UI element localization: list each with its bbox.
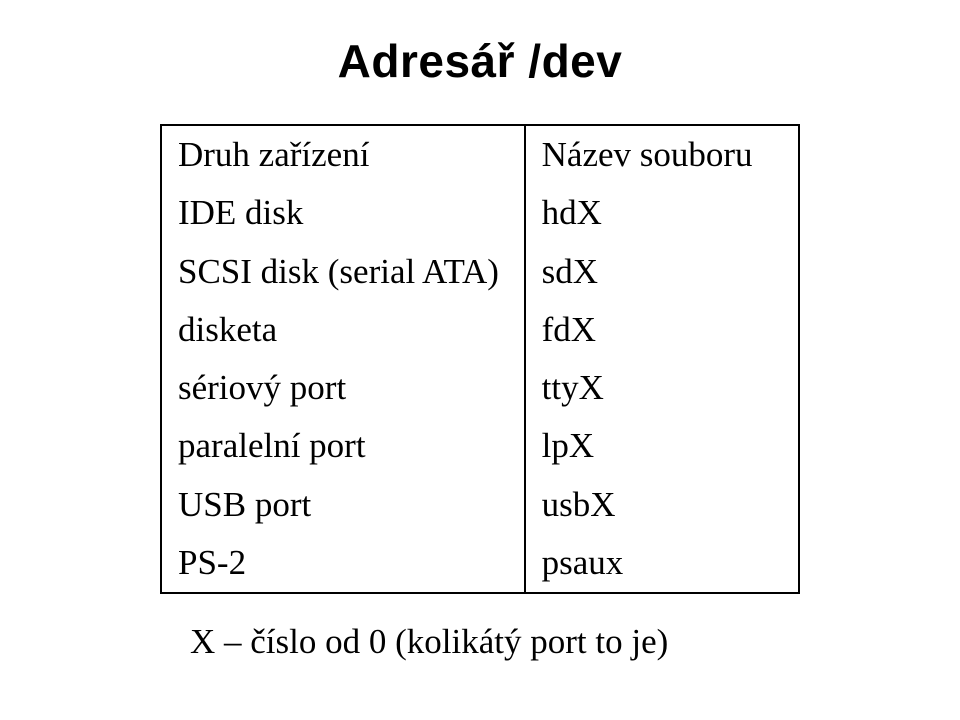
cell-file-name: Název souboru: [525, 125, 799, 184]
table-row: PS-2 psaux: [161, 534, 799, 593]
footnote: X – číslo od 0 (kolikátý port to je): [60, 622, 900, 662]
cell-device-type: IDE disk: [161, 184, 525, 242]
table-row: disketa fdX: [161, 301, 799, 359]
device-table: Druh zařízení Název souboru IDE disk hdX…: [160, 124, 800, 594]
cell-file-name: sdX: [525, 243, 799, 301]
table-row: paralelní port lpX: [161, 417, 799, 475]
table-row: sériový port ttyX: [161, 359, 799, 417]
table-row: IDE disk hdX: [161, 184, 799, 242]
cell-file-name: ttyX: [525, 359, 799, 417]
table-row: SCSI disk (serial ATA) sdX: [161, 243, 799, 301]
cell-device-type: USB port: [161, 476, 525, 534]
cell-device-type: paralelní port: [161, 417, 525, 475]
cell-file-name: hdX: [525, 184, 799, 242]
cell-device-type: disketa: [161, 301, 525, 359]
cell-device-type: SCSI disk (serial ATA): [161, 243, 525, 301]
slide: Adresář /dev Druh zařízení Název souboru…: [0, 0, 960, 720]
table-row: USB port usbX: [161, 476, 799, 534]
cell-file-name: usbX: [525, 476, 799, 534]
cell-file-name: lpX: [525, 417, 799, 475]
table-row: Druh zařízení Název souboru: [161, 125, 799, 184]
cell-file-name: fdX: [525, 301, 799, 359]
slide-title: Adresář /dev: [60, 34, 900, 88]
cell-device-type: Druh zařízení: [161, 125, 525, 184]
cell-file-name: psaux: [525, 534, 799, 593]
cell-device-type: PS-2: [161, 534, 525, 593]
cell-device-type: sériový port: [161, 359, 525, 417]
